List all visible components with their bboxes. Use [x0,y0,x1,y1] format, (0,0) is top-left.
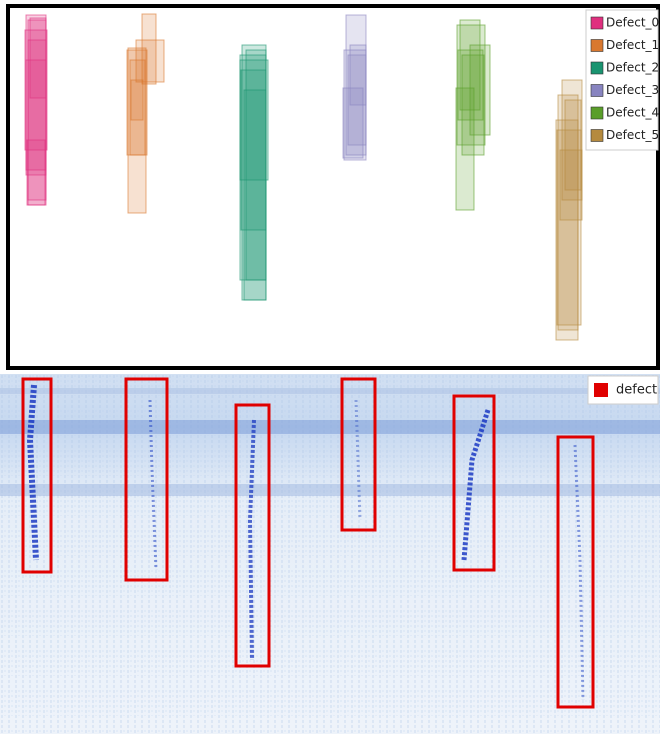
bbox [127,47,147,214]
legend-label: Defect_0 [606,16,659,30]
bbox [461,54,485,156]
legend-label: Defect_2 [606,61,659,75]
bbox [141,13,157,85]
legend-swatch [590,39,604,52]
legend-label: Defect_1 [606,38,659,52]
legend-swatch [590,129,604,142]
bbox [557,94,579,331]
legend-label: Defect_4 [606,106,659,120]
bscan-image [0,374,660,734]
bbox [29,17,47,99]
bbox [349,44,367,106]
bbox [130,79,144,121]
bbox [561,79,583,201]
bbox [559,149,583,221]
legend-swatch [590,16,604,30]
legend-swatch [590,84,604,97]
bbox [25,59,47,171]
bbox [469,44,491,136]
bbox [457,49,484,121]
box-clusters [24,13,583,341]
bbox [135,39,165,83]
bbox [240,69,267,231]
top-panel [6,4,660,370]
defect-boxes [21,377,595,709]
legend-swatch [594,383,608,397]
bbox [239,59,269,181]
legend-swatch [590,106,604,120]
legend-label: Defect_3 [606,83,659,97]
top-legend-items: Defect_0 Defect_1 Defect_2 Defect_3 Defect_4… [590,16,659,142]
legend-swatch [590,61,604,75]
bbox [556,129,582,326]
legend-label: defect [616,383,657,398]
top-legend [585,9,659,151]
bbox [455,87,475,211]
bbox [26,139,46,206]
bottom-legend-items: defect [594,383,657,398]
legend-label: Defect_5 [606,128,659,142]
